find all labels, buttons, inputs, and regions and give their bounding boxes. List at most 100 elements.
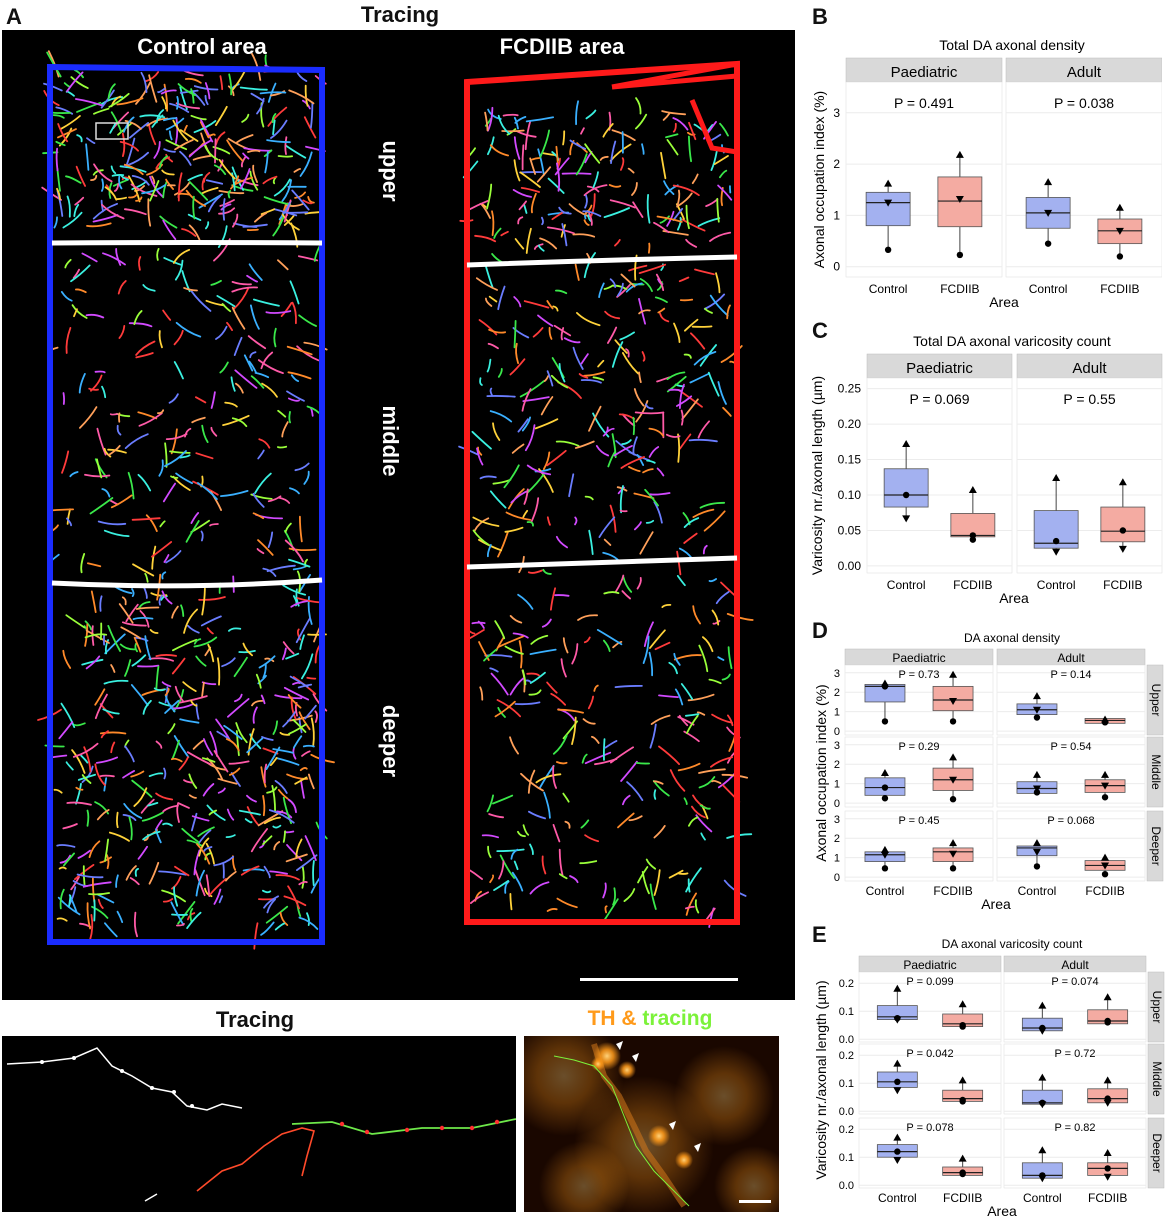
- axon-segment: [168, 393, 179, 404]
- varicosity-marker: [339, 1121, 345, 1127]
- axon-segment: [676, 189, 681, 208]
- axon-segment: [298, 916, 319, 930]
- axon-segment: [299, 515, 303, 543]
- axon-segment: [300, 779, 305, 799]
- axon-segment: [250, 828, 268, 853]
- axon-segment: [115, 196, 127, 201]
- axon-segment: [288, 547, 317, 552]
- axon-segment: [222, 862, 225, 879]
- data-point: [893, 984, 902, 992]
- axon-segment: [96, 458, 103, 479]
- axon-segment: [620, 157, 625, 171]
- axon-segment: [94, 688, 106, 706]
- x-tick-label: FCDIIB: [1085, 884, 1124, 898]
- axon-segment: [552, 305, 559, 312]
- p-value: P = 0.72: [1054, 1048, 1095, 1060]
- axon-segment: [130, 183, 158, 197]
- column-label: Adult: [1057, 651, 1085, 665]
- axon-segment: [668, 661, 678, 675]
- x-tick-label: Control: [1023, 1191, 1062, 1205]
- axon-segment: [65, 90, 75, 97]
- axon-segment: [554, 157, 570, 176]
- axon-segment: [676, 575, 686, 587]
- axon-segment: [641, 143, 645, 155]
- axon-segment: [560, 224, 566, 238]
- axon-segment: [286, 844, 303, 862]
- axon-segment: [217, 787, 226, 794]
- data-point: [1101, 870, 1109, 878]
- axon-segment: [521, 388, 532, 412]
- axon-segment: [474, 234, 497, 243]
- axon-segment: [489, 490, 507, 509]
- axon-segment: [678, 872, 689, 875]
- x-tick-label: Control: [1029, 282, 1068, 296]
- row-strip: [1146, 664, 1164, 736]
- axon-segment: [81, 774, 92, 784]
- axon-segment: [137, 664, 160, 668]
- axon-segment: [680, 409, 684, 426]
- axon-segment: [109, 413, 119, 416]
- axon-segment: [229, 767, 241, 776]
- axon-segment: [499, 854, 515, 879]
- axon-segment: [672, 184, 700, 197]
- axon-segment: [662, 230, 689, 236]
- axon-segment: [248, 360, 257, 374]
- axon-segment: [101, 204, 125, 220]
- axon-segment: [719, 122, 729, 137]
- axon-segment: [274, 694, 303, 700]
- axon-segment: [158, 330, 163, 349]
- axon-segment: [538, 468, 554, 493]
- axon-segment: [476, 447, 484, 466]
- y-tick-label: 3: [834, 668, 840, 680]
- axon-segment: [275, 757, 300, 766]
- th-fluorescence-image: [524, 1036, 779, 1212]
- axon-segment: [225, 870, 237, 882]
- control-area-label: Control area: [137, 34, 267, 59]
- facet-label: Paediatric: [891, 64, 958, 81]
- axon-segment: [658, 745, 680, 765]
- axon-segment: [173, 886, 179, 907]
- axon-segment: [116, 424, 122, 436]
- axon-segment: [272, 119, 276, 136]
- axon-segment: [726, 613, 754, 621]
- axon-segment: [679, 383, 685, 409]
- axon-segment: [501, 129, 525, 133]
- axon-segment: [162, 219, 177, 241]
- axon-segment: [247, 335, 267, 350]
- data-point: [880, 845, 889, 853]
- axon-segment: [231, 855, 237, 871]
- axon-segment: [301, 865, 305, 889]
- axon-segment: [118, 412, 121, 423]
- axon-segment: [185, 520, 200, 543]
- panel-a-title: Tracing: [360, 2, 440, 27]
- axon-segment: [638, 371, 642, 383]
- axon-segment: [86, 137, 96, 144]
- axon-segment: [131, 779, 153, 798]
- axon-segment: [635, 762, 650, 765]
- axon-segment: [523, 488, 529, 505]
- axon-segment: [479, 475, 497, 480]
- axon-segment: [234, 369, 258, 389]
- axon-segment: [55, 140, 66, 147]
- y-tick-label: 0.2: [839, 1124, 854, 1136]
- axon-segment: [604, 740, 618, 749]
- axon-segment: [151, 175, 156, 185]
- axon-segment: [595, 445, 610, 457]
- axon-segment: [530, 192, 537, 214]
- axon-segment: [665, 433, 681, 438]
- axon-segment: [75, 786, 84, 791]
- axon-segment: [485, 297, 493, 307]
- axon-segment: [263, 763, 268, 784]
- axon-segment: [155, 819, 163, 830]
- axon-segment: [201, 681, 205, 698]
- axon-segment: [641, 871, 650, 895]
- axon-segment: [62, 392, 65, 405]
- axon-segment: [115, 874, 119, 888]
- axon-segment: [119, 643, 137, 651]
- axon-segment: [133, 636, 142, 653]
- axon-segment: [497, 531, 509, 558]
- axon-segment: [218, 190, 245, 195]
- axon-segment: [520, 772, 544, 792]
- axon-segment: [677, 762, 701, 772]
- axon-segment: [695, 814, 713, 833]
